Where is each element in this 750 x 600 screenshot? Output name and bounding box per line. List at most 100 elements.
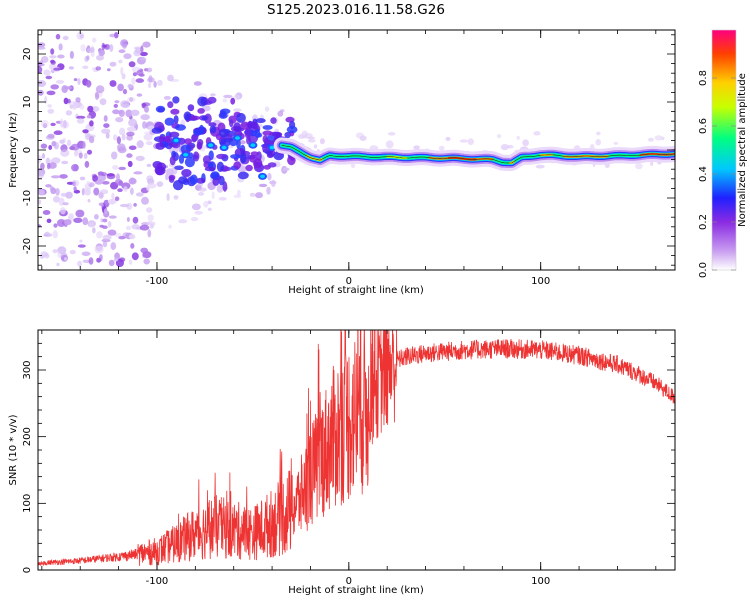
noise-blob	[168, 224, 172, 229]
noise-blob	[121, 133, 126, 141]
noise-blob	[118, 236, 126, 240]
noise-blob	[516, 135, 520, 140]
noise-blob	[52, 249, 58, 254]
noise-blob	[91, 106, 100, 112]
signal-blob	[253, 158, 263, 169]
signal-blob	[287, 155, 296, 166]
noise-blob	[141, 196, 149, 205]
noise-blob	[38, 157, 42, 164]
noise-blob	[50, 48, 55, 55]
noise-blob	[47, 108, 55, 114]
signal-blob	[151, 127, 163, 134]
noise-blob	[118, 109, 125, 118]
noise-blob	[70, 143, 80, 151]
noise-blob	[167, 74, 174, 82]
signal-blob	[158, 135, 164, 143]
noise-blob	[101, 128, 111, 134]
noise-blob	[319, 138, 325, 145]
noise-blob	[596, 131, 601, 136]
noise-blob	[48, 162, 57, 169]
noise-blob	[533, 131, 541, 136]
noise-blob	[72, 101, 79, 109]
hot-spot-inner	[173, 138, 179, 143]
signal-blob	[216, 161, 224, 172]
noise-blob	[49, 55, 57, 59]
noise-blob	[64, 257, 68, 261]
noise-blob	[108, 215, 117, 219]
noise-blob	[135, 78, 144, 83]
y-tick-label: 200	[22, 427, 33, 446]
noise-blob	[445, 136, 451, 141]
noise-blob	[385, 140, 394, 149]
hot-spot-inner	[183, 153, 189, 157]
noise-blob	[110, 242, 117, 251]
noise-blob	[135, 192, 144, 197]
noise-blob	[38, 66, 43, 74]
noise-blob	[73, 78, 78, 82]
y-tick-label: -20	[22, 238, 33, 254]
noise-blob	[73, 164, 79, 172]
noise-blob	[46, 218, 52, 223]
noise-blob	[147, 229, 152, 238]
noise-blob	[102, 234, 112, 241]
noise-blob	[77, 260, 82, 267]
noise-blob	[109, 44, 114, 52]
noise-blob	[49, 186, 54, 191]
noise-blob	[130, 187, 134, 195]
noise-blob	[103, 123, 110, 128]
noise-blob	[500, 144, 509, 151]
noise-blob	[38, 42, 46, 48]
noise-blob	[142, 41, 151, 48]
signal-blob	[250, 151, 259, 157]
noise-blob	[53, 223, 58, 228]
noise-blob	[191, 203, 201, 211]
noise-blob	[86, 55, 90, 61]
signal-blob	[187, 104, 195, 112]
noise-blob	[60, 192, 67, 197]
noise-blob	[56, 262, 60, 267]
noise-blob	[58, 43, 63, 51]
signal-blob	[208, 122, 217, 127]
noise-blob	[88, 182, 95, 188]
signal-blob	[190, 115, 200, 121]
noise-blob	[87, 199, 91, 203]
noise-blob	[125, 225, 132, 231]
noise-blob	[141, 102, 151, 107]
noise-blob	[96, 231, 103, 239]
signal-blob	[155, 142, 165, 150]
noise-blob	[60, 120, 70, 129]
signal-blob	[229, 119, 234, 128]
noise-blob	[147, 214, 154, 222]
noise-blob	[147, 220, 153, 225]
signal-blob	[236, 112, 246, 123]
signal-blob	[183, 111, 192, 121]
noise-blob	[68, 66, 74, 70]
signal-blob	[197, 139, 204, 147]
noise-blob	[98, 202, 105, 207]
noise-blob	[194, 210, 203, 215]
noise-blob	[112, 109, 120, 115]
signal-blob	[169, 131, 180, 138]
signal-blob	[230, 97, 236, 105]
noise-blob	[47, 133, 55, 139]
x-tick-label: 0	[346, 576, 352, 587]
signal-blob	[202, 155, 211, 165]
noise-blob	[125, 109, 133, 118]
colorbar-gradient	[712, 30, 736, 270]
noise-blob	[95, 85, 105, 94]
noise-blob	[42, 210, 51, 215]
noise-blob	[94, 245, 104, 254]
noise-blob	[94, 180, 103, 185]
noise-blob	[239, 140, 246, 145]
signal-blob	[272, 131, 283, 137]
signal-blob	[174, 165, 184, 171]
noise-blob	[173, 195, 179, 200]
signal-blob	[244, 128, 252, 139]
noise-blob	[413, 145, 420, 150]
noise-blob	[126, 126, 137, 132]
noise-blob	[157, 79, 163, 86]
signal-blob	[210, 172, 220, 180]
noise-blob	[57, 219, 66, 227]
noise-blob	[121, 73, 126, 80]
